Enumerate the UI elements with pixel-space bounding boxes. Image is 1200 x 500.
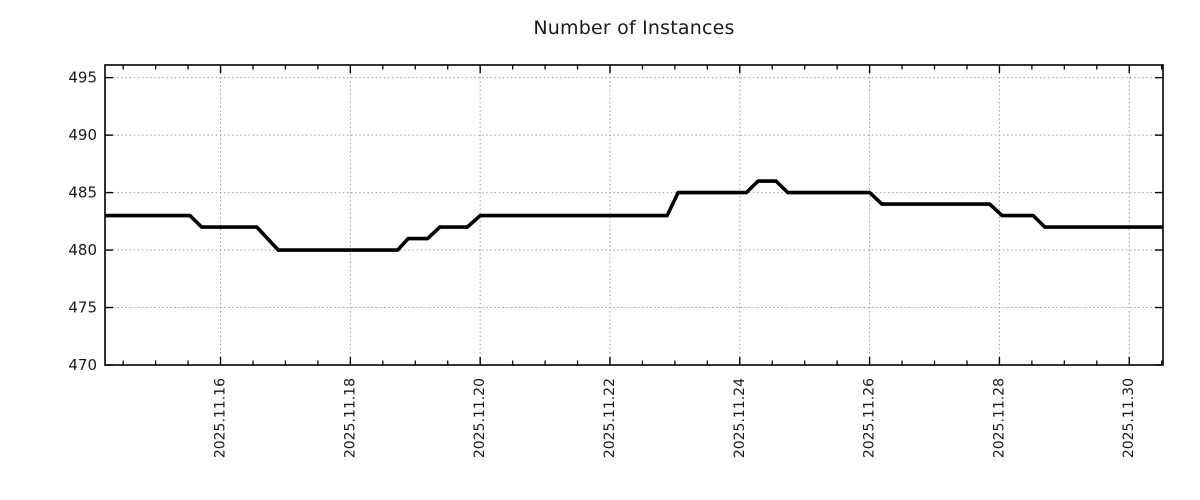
x-tick-label: 2025.11.18 — [342, 378, 358, 458]
y-tick-label: 495 — [68, 69, 97, 87]
x-tick-label: 2025.11.22 — [602, 378, 618, 458]
chart-title: Number of Instances — [533, 17, 735, 39]
y-tick-label: 490 — [68, 126, 97, 144]
x-tick-label: 2025.11.20 — [472, 378, 488, 458]
plot-border — [104, 64, 1164, 366]
y-tick-label: 475 — [68, 299, 97, 317]
x-tick-label: 2025.11.24 — [732, 378, 748, 458]
x-tick-label: 2025.11.16 — [213, 378, 229, 458]
series-line — [105, 179, 1163, 252]
y-tick-label: 480 — [68, 241, 97, 259]
y-tick-label: 485 — [68, 184, 97, 202]
y-tick-label: 470 — [68, 356, 97, 374]
x-tick-label: 2025.11.26 — [862, 378, 878, 458]
x-tick-label: 2025.11.28 — [991, 378, 1007, 458]
x-tick-label: 2025.11.30 — [1121, 378, 1137, 458]
